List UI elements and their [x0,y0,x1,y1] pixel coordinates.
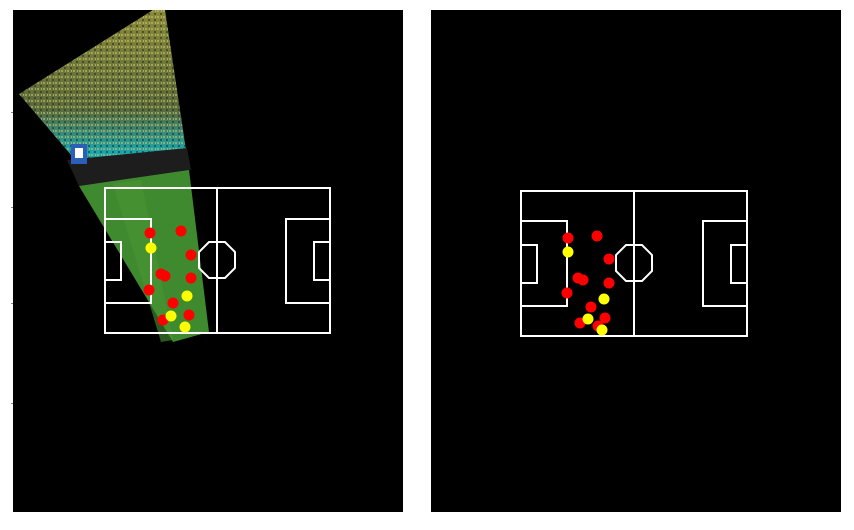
pitch-template [520,190,748,337]
player-marker-yellow [145,242,157,254]
player-marker-red [185,272,197,284]
player-marker-red [577,274,589,286]
camera-view-canvas [19,10,331,342]
axis-tick [11,303,13,304]
axis-tick [11,112,13,113]
player-marker-red [599,312,611,324]
player-marker-yellow [598,293,610,305]
goal-area-right [313,241,331,281]
player-marker-yellow [165,310,177,322]
player-marker-red [585,301,597,313]
player-marker-red [561,287,573,299]
camera-view-panel [11,10,403,512]
player-marker-red [562,232,574,244]
player-marker-red [175,225,187,237]
player-marker-red [159,270,171,282]
goal-area-right [730,244,748,284]
player-marker-yellow [562,246,574,258]
pitch-template [104,187,331,334]
player-marker-red [144,227,156,239]
player-marker-red [183,309,195,321]
player-marker-red [185,249,197,261]
player-marker-red [591,230,603,242]
player-marker-red [167,297,179,309]
penalty-area-left [520,220,568,307]
stadium-crowd-texture [19,10,189,190]
player-marker-yellow [596,324,608,336]
player-marker-red [603,253,615,265]
player-marker-red [603,277,615,289]
axis-tick [11,207,13,208]
grass-stripe [113,180,173,342]
goal-area-left [104,241,122,281]
advertising-boards [67,148,191,186]
penalty-area-right [285,218,331,304]
player-marker-red [143,284,155,296]
player-marker-yellow [179,321,191,333]
center-circle [615,244,653,282]
player-marker-yellow [181,290,193,302]
axis-tick [11,403,13,404]
goal-area-left [520,244,538,284]
penalty-area-right [702,220,748,307]
ad-logo-detail [75,148,83,158]
center-circle [198,241,236,279]
top-view-panel [431,10,841,512]
top-view-canvas [520,190,748,337]
player-marker-yellow [582,313,594,325]
